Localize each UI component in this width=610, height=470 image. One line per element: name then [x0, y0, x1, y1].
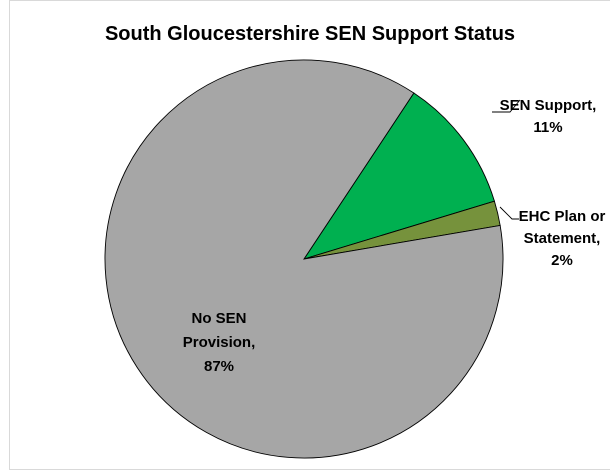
slice-data-label: EHC Plan or Statement, 2%: [519, 208, 606, 269]
slice-data-label: SEN Support, 11%: [500, 97, 597, 136]
slice-data-label-line: 87%: [204, 358, 234, 375]
leader-line: [492, 99, 521, 113]
slice-data-label-line: No SEN: [191, 310, 246, 327]
slice-data-label-line: SEN Support,: [500, 97, 597, 114]
pie-slice: [104, 59, 504, 459]
slice-data-label-line: 2%: [551, 252, 573, 269]
slice-data-label: No SEN Provision, 87%: [183, 310, 256, 375]
pie-slice: [302, 92, 495, 260]
slice-data-label-line: EHC Plan or: [519, 208, 606, 225]
leader-line: [499, 206, 519, 220]
chart-title: South Gloucestershire SEN Support Status: [104, 23, 516, 45]
slice-data-label-line: 11%: [533, 119, 562, 136]
slice-data-label-line: Provision,: [183, 334, 256, 351]
slice-data-label-line: Statement,: [524, 230, 601, 247]
